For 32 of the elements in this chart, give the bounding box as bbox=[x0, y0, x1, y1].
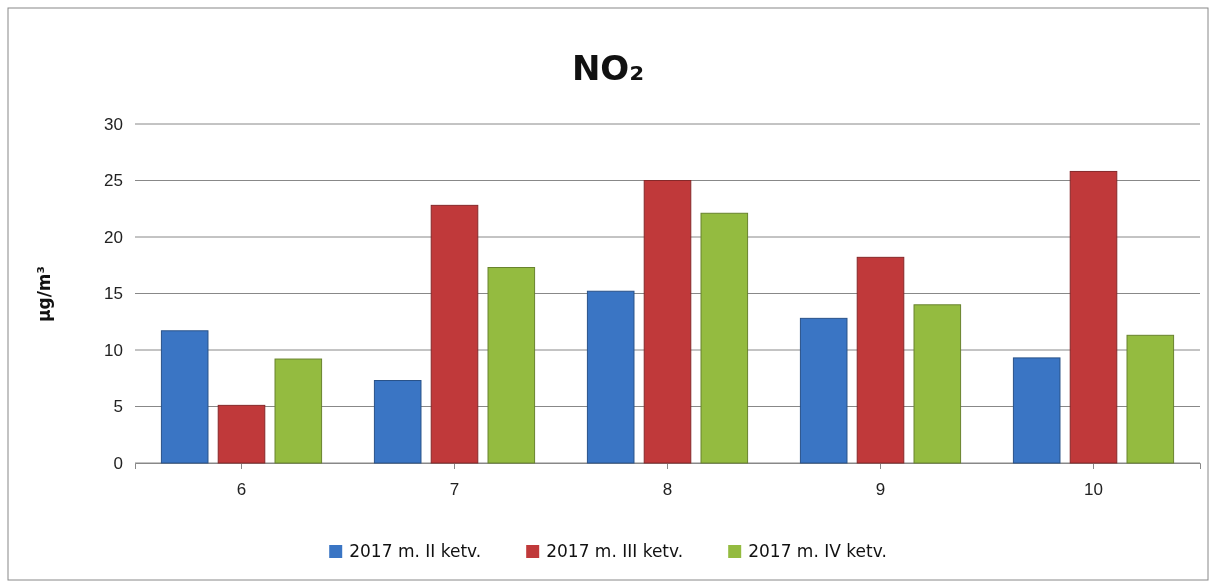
bar bbox=[799, 317, 848, 464]
legend-label: 2017 m. III ketv. bbox=[546, 541, 684, 561]
chart-title: NO₂ bbox=[571, 48, 645, 88]
bar bbox=[1126, 334, 1175, 464]
y-tick-label: 10 bbox=[104, 340, 123, 360]
legend-label: 2017 m. II ketv. bbox=[349, 541, 482, 561]
bar bbox=[160, 330, 209, 464]
x-tick-label: 10 bbox=[1084, 480, 1103, 500]
bar bbox=[274, 358, 323, 464]
bar bbox=[586, 290, 635, 464]
x-tick-label: 7 bbox=[449, 480, 460, 500]
bar bbox=[430, 204, 479, 464]
y-tick-label: 20 bbox=[104, 227, 123, 247]
bar bbox=[856, 256, 905, 464]
bar bbox=[1012, 357, 1061, 464]
y-tick-label: 15 bbox=[104, 284, 123, 304]
bar bbox=[217, 404, 266, 464]
y-axis-title: µg/m³ bbox=[34, 265, 54, 323]
bar bbox=[487, 267, 536, 464]
bar bbox=[913, 304, 962, 464]
y-tick-label: 30 bbox=[104, 114, 123, 134]
bar bbox=[700, 212, 749, 464]
x-tick-label: 8 bbox=[662, 480, 673, 500]
x-tick-label: 6 bbox=[236, 480, 247, 500]
y-tick-label: 25 bbox=[104, 171, 123, 191]
y-tick-label: 5 bbox=[113, 397, 123, 417]
legend-label: 2017 m. IV ketv. bbox=[748, 541, 887, 561]
x-tick-label: 9 bbox=[875, 480, 886, 500]
bar bbox=[643, 180, 692, 464]
y-tick-label: 0 bbox=[113, 453, 123, 473]
bar bbox=[373, 380, 422, 464]
bar bbox=[1069, 170, 1118, 464]
